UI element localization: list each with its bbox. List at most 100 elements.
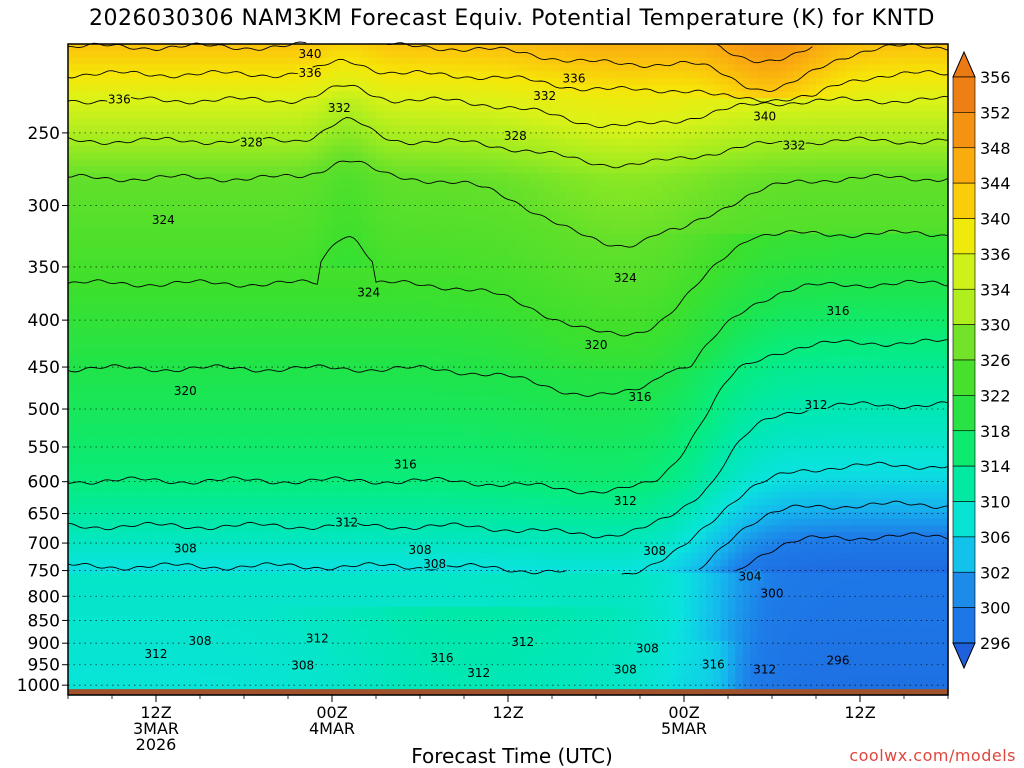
heatmap-cell xyxy=(324,464,333,472)
heatmap-cell xyxy=(288,613,296,622)
heatmap-cell xyxy=(75,457,84,466)
heatmap-cell xyxy=(97,322,106,330)
heatmap-cell xyxy=(302,369,311,377)
heatmap-cell xyxy=(412,674,421,683)
heatmap-cell xyxy=(390,450,399,459)
heatmap-cell xyxy=(339,613,348,622)
heatmap-cell xyxy=(288,661,296,669)
heatmap-cell xyxy=(178,566,186,574)
heatmap-cell xyxy=(75,355,84,364)
heatmap-cell xyxy=(442,132,450,140)
heatmap-cell xyxy=(288,328,296,337)
heatmap-cell xyxy=(346,355,355,364)
heatmap-cell xyxy=(244,213,252,221)
heatmap-cell xyxy=(332,383,340,391)
heatmap-cell xyxy=(222,423,230,432)
heatmap-cell xyxy=(148,308,157,316)
heatmap-cell xyxy=(251,654,260,662)
heatmap-cell xyxy=(68,593,76,601)
heatmap-cell xyxy=(178,118,186,126)
heatmap-cell xyxy=(405,57,414,65)
heatmap-cell xyxy=(236,138,245,147)
heatmap-cell xyxy=(258,518,267,527)
heatmap-cell xyxy=(368,532,377,540)
heatmap-cell xyxy=(112,654,120,662)
heatmap-cell xyxy=(90,640,98,649)
heatmap-cell xyxy=(207,193,216,201)
heatmap-cell xyxy=(214,457,223,466)
heatmap-cell xyxy=(273,213,282,221)
heatmap-cell xyxy=(112,566,120,574)
heatmap-cell xyxy=(170,416,179,425)
heatmap-cell xyxy=(258,647,267,655)
heatmap-cell xyxy=(390,674,399,683)
heatmap-cell xyxy=(398,586,406,594)
heatmap-cell xyxy=(339,301,348,310)
heatmap-cell xyxy=(251,403,260,411)
heatmap-cell xyxy=(68,220,76,228)
heatmap-cell xyxy=(104,172,113,181)
heatmap-cell xyxy=(295,572,304,581)
heatmap-cell xyxy=(185,423,194,432)
heatmap-cell xyxy=(317,430,326,438)
heatmap-cell xyxy=(68,545,76,554)
heatmap-cell xyxy=(383,369,392,377)
heatmap-cell xyxy=(82,593,91,601)
heatmap-cell xyxy=(192,647,201,655)
heatmap-cell xyxy=(310,111,318,120)
heatmap-cell xyxy=(280,362,289,371)
heatmap-cell xyxy=(97,620,106,628)
heatmap-cell xyxy=(383,91,392,99)
heatmap-cell xyxy=(244,667,252,676)
heatmap-cell xyxy=(434,125,443,133)
heatmap-cell xyxy=(119,457,128,466)
heatmap-cell xyxy=(112,457,120,466)
heatmap-cell xyxy=(258,77,267,86)
heatmap-cell xyxy=(442,50,450,59)
heatmap-cell xyxy=(156,145,164,154)
heatmap-cell xyxy=(346,444,355,452)
heatmap-cell xyxy=(207,613,216,622)
heatmap-cell xyxy=(214,606,223,615)
heatmap-cell xyxy=(236,627,245,635)
heatmap-cell xyxy=(134,647,142,655)
heatmap-cell xyxy=(214,403,223,411)
heatmap-cell xyxy=(126,525,135,533)
heatmap-cell xyxy=(266,532,274,540)
heatmap-cell xyxy=(383,233,392,242)
heatmap-cell xyxy=(266,335,274,343)
heatmap-cell xyxy=(82,84,91,93)
heatmap-cell xyxy=(390,539,399,547)
heatmap-cell xyxy=(75,125,84,133)
heatmap-cell xyxy=(376,369,384,377)
heatmap-cell xyxy=(302,518,311,527)
heatmap-cell xyxy=(434,233,443,242)
heatmap-cell xyxy=(368,505,377,513)
heatmap-cell xyxy=(244,362,252,371)
heatmap-cell xyxy=(434,498,443,506)
heatmap-cell xyxy=(376,301,384,310)
heatmap-cell xyxy=(383,396,392,405)
heatmap-cell xyxy=(222,647,230,655)
heatmap-cell xyxy=(200,410,208,418)
heatmap-cell xyxy=(273,613,282,622)
heatmap-cell xyxy=(273,138,282,147)
heatmap-cell xyxy=(134,91,142,99)
heatmap-cell xyxy=(434,98,443,106)
heatmap-cell xyxy=(170,166,179,174)
heatmap-cell xyxy=(141,606,150,615)
heatmap-cell xyxy=(119,627,128,635)
heatmap-cell xyxy=(207,335,216,343)
heatmap-cell xyxy=(295,349,304,357)
heatmap-cell xyxy=(112,579,120,588)
heatmap-cell xyxy=(82,552,91,560)
heatmap-cell xyxy=(273,315,282,323)
heatmap-cell xyxy=(288,416,296,425)
heatmap-cell xyxy=(376,416,384,425)
heatmap-cell xyxy=(229,383,238,391)
heatmap-cell xyxy=(442,396,450,405)
heatmap-cell xyxy=(244,430,252,438)
heatmap-cell xyxy=(427,199,436,208)
heatmap-cell xyxy=(354,105,362,113)
heatmap-cell xyxy=(251,138,260,147)
